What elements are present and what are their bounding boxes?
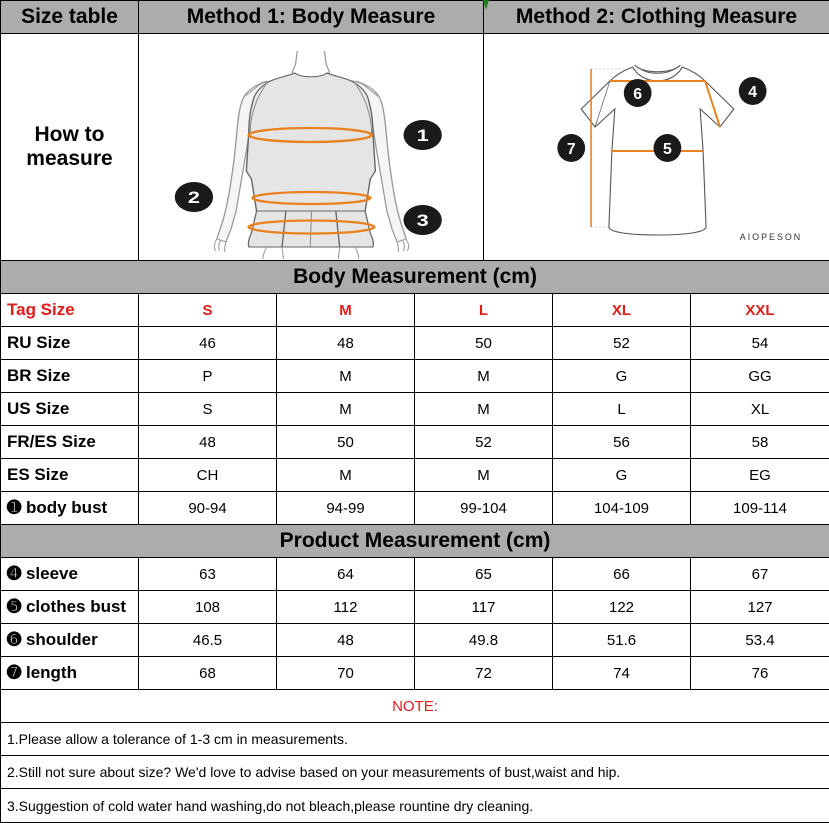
svg-text:7: 7 bbox=[567, 141, 576, 158]
svg-text:1: 1 bbox=[417, 126, 429, 145]
svg-text:2: 2 bbox=[188, 188, 200, 207]
svg-text:AIOPESON: AIOPESON bbox=[740, 232, 802, 242]
svg-text:3: 3 bbox=[417, 211, 429, 230]
svg-text:6: 6 bbox=[633, 86, 642, 103]
svg-text:5: 5 bbox=[663, 141, 672, 158]
svg-text:4: 4 bbox=[748, 84, 757, 101]
